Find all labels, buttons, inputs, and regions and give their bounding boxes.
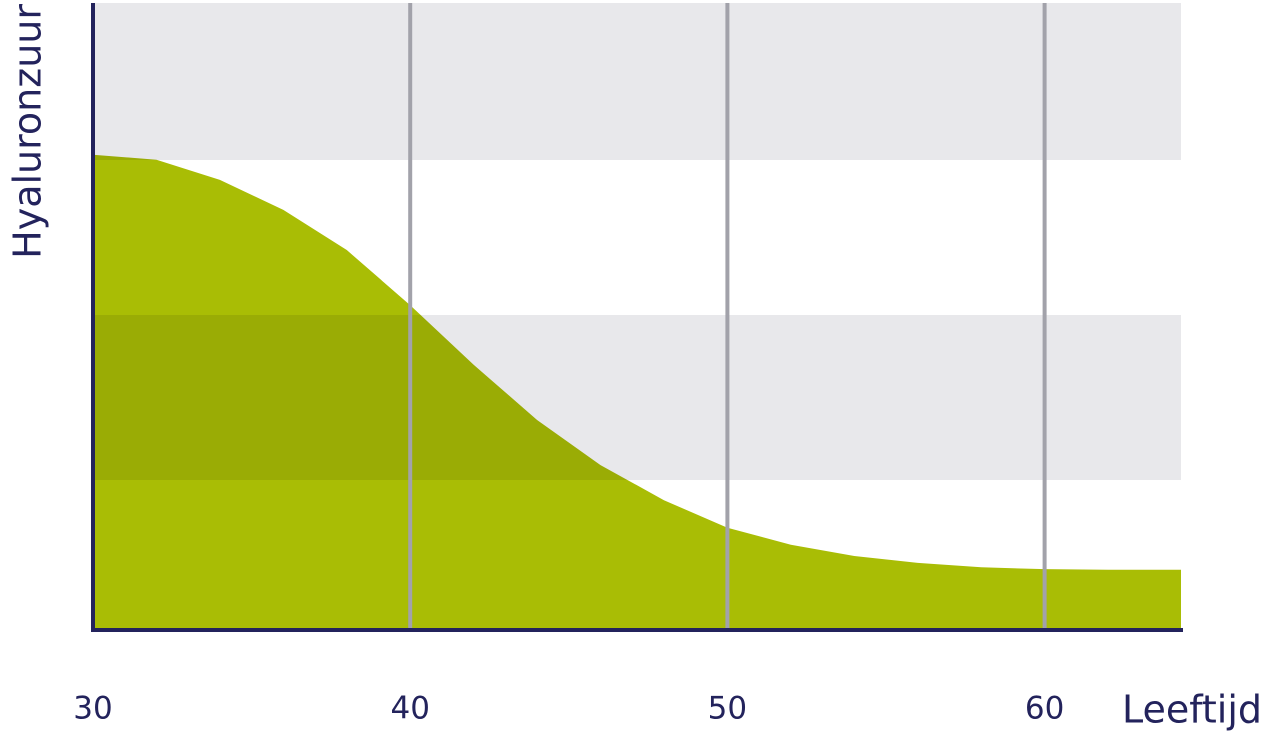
- area-layer: [93, 154, 1181, 630]
- tick-layer: 30 40 50 60: [73, 691, 1064, 727]
- x-axis-title: Leeftijd: [1122, 688, 1262, 732]
- x-tick-label: 30: [73, 691, 112, 727]
- x-tick-label: 50: [708, 691, 747, 727]
- x-tick-label: 60: [1025, 691, 1064, 727]
- band: [93, 3, 1181, 160]
- axes: [91, 3, 1183, 632]
- x-tick-label: 40: [390, 691, 429, 727]
- area: [93, 154, 1181, 630]
- y-axis-title: Hyaluronzuur: [6, 4, 50, 259]
